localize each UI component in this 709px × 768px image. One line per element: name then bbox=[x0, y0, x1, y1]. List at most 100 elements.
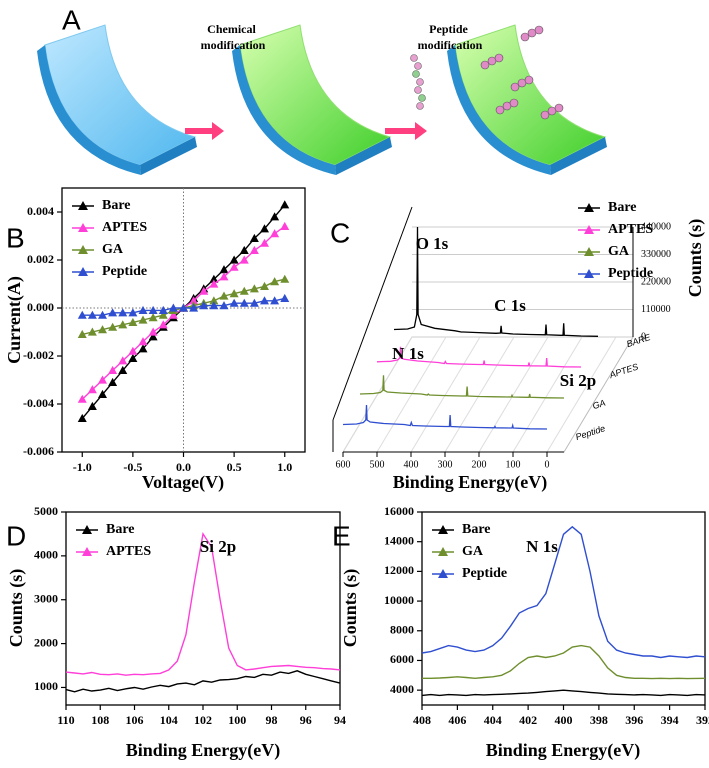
y-tick-label: 14000 bbox=[384, 533, 414, 547]
point bbox=[179, 303, 188, 312]
legend-label: Peptide bbox=[102, 264, 147, 279]
legend-label: APTES bbox=[102, 220, 147, 235]
side-edge bbox=[332, 206, 413, 421]
point bbox=[260, 238, 269, 247]
point bbox=[87, 385, 97, 394]
y-tick-label: 110000 bbox=[641, 304, 671, 315]
grid-line bbox=[546, 336, 617, 453]
legend-label: GA bbox=[102, 242, 124, 257]
y-tick-label: 3000 bbox=[34, 591, 58, 605]
legend-label: Bare bbox=[462, 522, 491, 537]
point bbox=[209, 301, 219, 310]
arrow bbox=[385, 122, 427, 140]
point bbox=[229, 289, 239, 298]
point bbox=[108, 308, 118, 317]
step-label: Chemical modification bbox=[201, 22, 266, 52]
x-tick-label: 300 bbox=[438, 459, 453, 470]
point bbox=[280, 293, 290, 302]
point bbox=[148, 313, 158, 322]
y-tick-label: 6000 bbox=[390, 652, 414, 666]
point bbox=[229, 298, 239, 307]
x-tick-label: 102 bbox=[194, 713, 212, 727]
point bbox=[98, 375, 107, 384]
legend-marker bbox=[584, 203, 594, 212]
point bbox=[77, 394, 87, 403]
series-line bbox=[359, 375, 565, 399]
x-tick-label: 400 bbox=[555, 713, 573, 727]
panel-letter: B bbox=[6, 222, 25, 253]
x-tick-label: 0 bbox=[545, 459, 550, 470]
legend-label: Bare bbox=[608, 200, 637, 215]
point bbox=[138, 315, 148, 324]
x-tick-label: 408 bbox=[413, 713, 431, 727]
substrate bbox=[37, 24, 197, 175]
point bbox=[219, 272, 229, 281]
y-tick-label: -0.002 bbox=[23, 348, 54, 362]
x-tick-label: 200 bbox=[472, 459, 487, 470]
legend-label: GA bbox=[608, 244, 630, 259]
point bbox=[260, 224, 269, 233]
point bbox=[239, 298, 249, 307]
x-tick-label: 394 bbox=[661, 713, 679, 727]
x-tick-label: 98 bbox=[266, 713, 278, 727]
x-tick-label: 500 bbox=[370, 459, 385, 470]
point bbox=[98, 325, 107, 334]
point bbox=[87, 401, 97, 410]
x-tick-label: 396 bbox=[625, 713, 643, 727]
annotation: N 1s bbox=[392, 344, 424, 363]
annotation: Si 2p bbox=[560, 371, 596, 390]
legend-marker bbox=[78, 245, 88, 254]
x-axis-title: Binding Energy(eV) bbox=[126, 740, 281, 761]
y-axis-title: Counts (s) bbox=[685, 219, 706, 298]
point bbox=[158, 305, 168, 314]
y-axis-title: Counts (s) bbox=[340, 569, 361, 648]
series-line bbox=[376, 346, 582, 368]
point bbox=[229, 262, 239, 271]
point bbox=[168, 303, 178, 312]
point bbox=[280, 221, 290, 230]
x-tick-label: 0.0 bbox=[176, 460, 191, 474]
step-label-line: Chemical bbox=[207, 22, 256, 36]
point bbox=[280, 200, 290, 209]
series-line bbox=[393, 226, 599, 337]
point bbox=[128, 308, 138, 317]
x-tick-label: 398 bbox=[590, 713, 608, 727]
step-label-line: modification bbox=[201, 38, 266, 52]
plot-frame bbox=[421, 511, 706, 706]
x-tick-label: -1.0 bbox=[73, 460, 92, 474]
point bbox=[128, 317, 138, 326]
x-tick-label: 100 bbox=[228, 713, 246, 727]
series-line bbox=[421, 525, 706, 659]
grid-line bbox=[410, 336, 481, 453]
y-tick-label: 12000 bbox=[384, 563, 414, 577]
x-tick-label: 110 bbox=[57, 713, 74, 727]
legend-marker bbox=[584, 247, 594, 256]
y-tick-label: -0.004 bbox=[23, 396, 54, 410]
point bbox=[219, 301, 229, 310]
point bbox=[108, 377, 118, 386]
grid-line bbox=[444, 336, 515, 453]
y-tick-label: 5000 bbox=[34, 504, 58, 518]
y-tick-label: 0 bbox=[641, 331, 646, 342]
point bbox=[219, 265, 229, 274]
legend-marker bbox=[78, 223, 88, 232]
arrow bbox=[185, 122, 224, 140]
point bbox=[158, 310, 168, 319]
point bbox=[118, 320, 128, 329]
point bbox=[128, 346, 138, 355]
point bbox=[77, 413, 87, 422]
y-tick-label: -0.006 bbox=[23, 444, 54, 458]
x-tick-label: 404 bbox=[484, 713, 502, 727]
y-tick-label: 0.004 bbox=[27, 204, 54, 218]
grid-line bbox=[512, 336, 583, 453]
point bbox=[239, 286, 249, 295]
point bbox=[189, 303, 199, 312]
x-axis-title: Binding Energy(eV) bbox=[486, 740, 641, 761]
legend-marker bbox=[82, 547, 92, 556]
grid-line bbox=[376, 336, 447, 453]
point bbox=[260, 281, 269, 290]
y-tick-label: 220000 bbox=[641, 276, 671, 287]
point bbox=[209, 279, 219, 288]
step-label-line: Peptide bbox=[429, 22, 468, 36]
series-line bbox=[421, 689, 706, 697]
